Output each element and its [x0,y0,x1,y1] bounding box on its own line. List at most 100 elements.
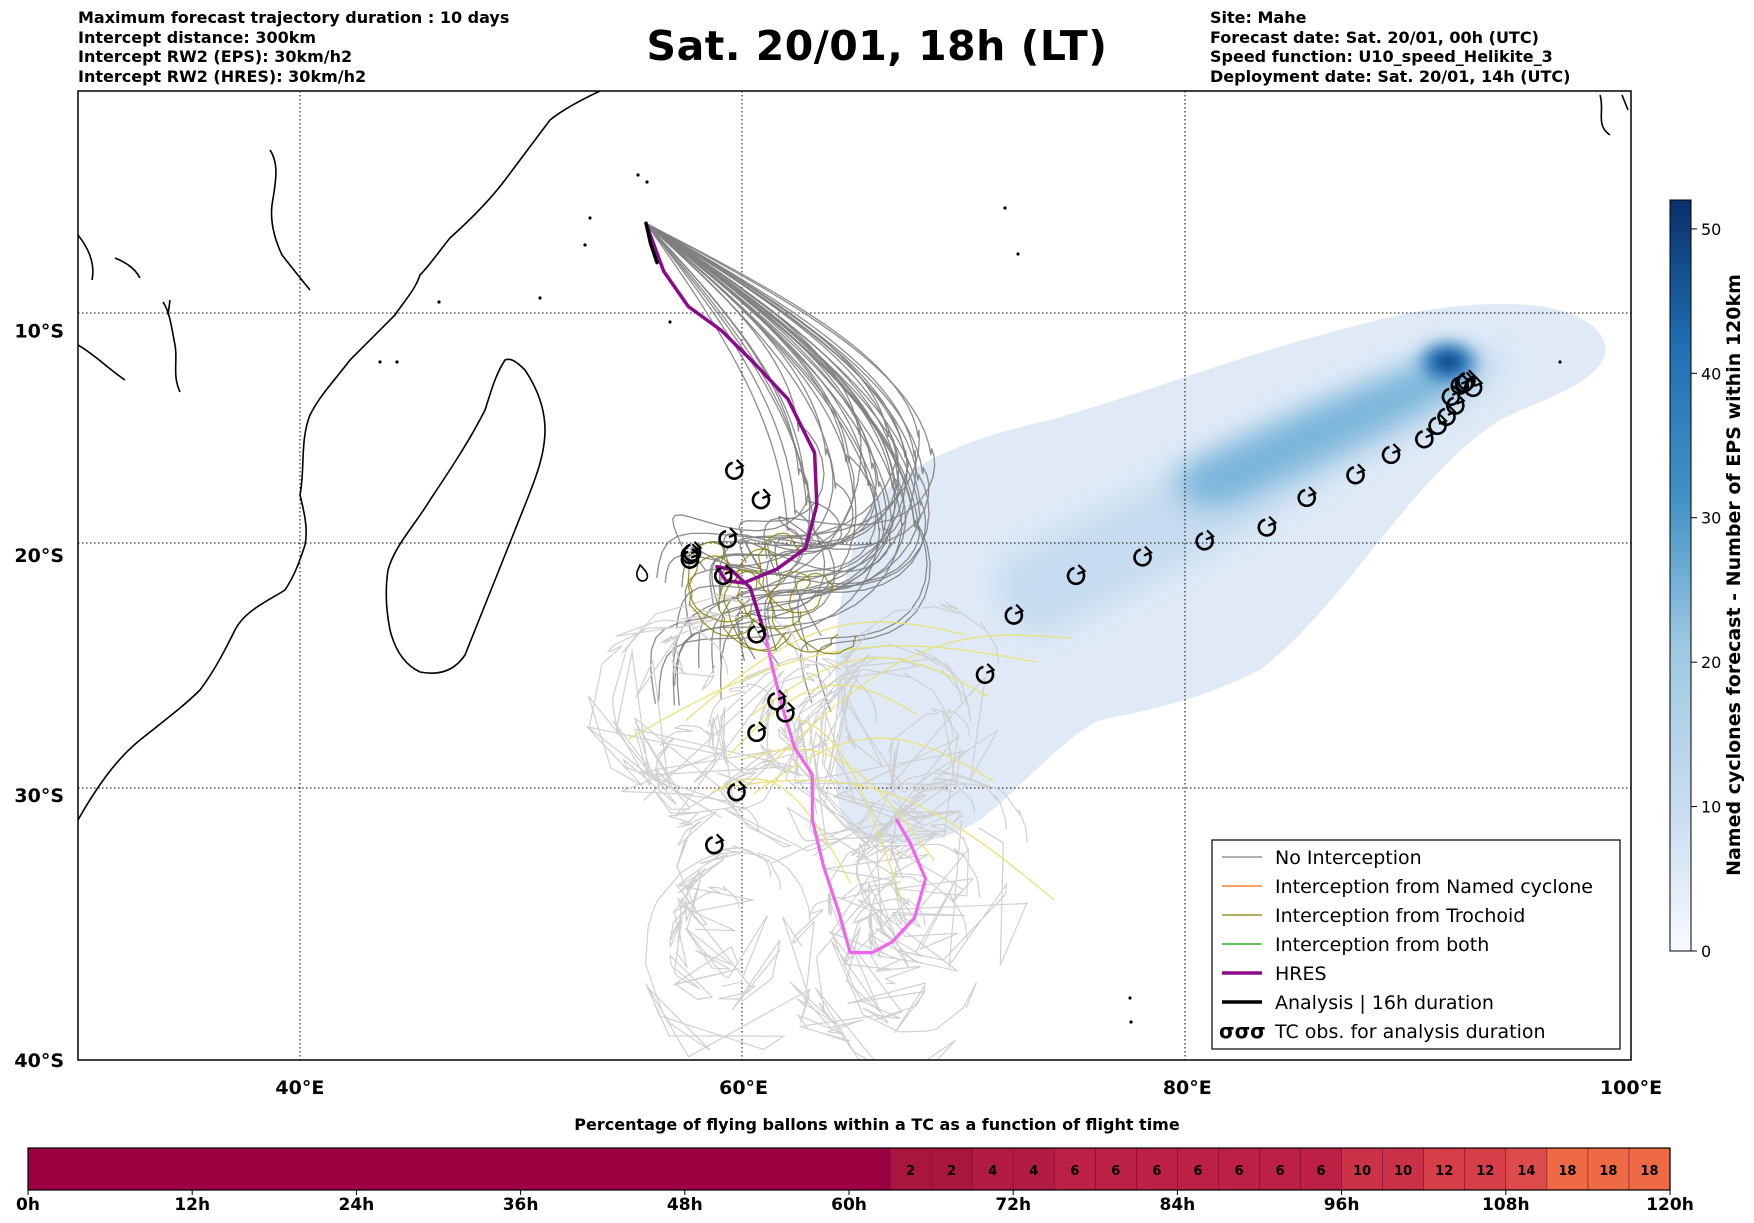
eps-track-light [759,671,828,777]
flight-time-cell [1054,1148,1096,1190]
flight-time-cell [1505,1148,1548,1190]
tc-arrow [1143,545,1153,557]
tc-observation-marker [1463,376,1484,398]
tc-observation-marker [1133,545,1153,567]
mauritius-coast [636,563,649,582]
flight-time-tick-label: 36h [503,1195,539,1215]
tc-observation-marker [1346,463,1366,485]
island-dot [1016,252,1020,256]
tc-observation-marker [1381,443,1402,465]
flight-time-cell-value: 12 [1476,1164,1494,1179]
flight-time-cell [1423,1148,1466,1190]
eps-track-light [671,608,717,691]
island-dot [645,180,649,184]
flight-time-cell [684,1148,727,1190]
y-tick-label: 20°S [14,545,64,567]
flight-time-cell [602,1148,645,1190]
flight-time-cell-value: 6 [1234,1164,1243,1179]
legend-entry: Interception from both [1222,934,1489,956]
flight-time-cell-value: 12 [1435,1164,1453,1179]
legend-label: TC obs. for analysis duration [1274,1021,1546,1043]
legend-label: No Interception [1275,847,1422,869]
tc-arc [1346,466,1365,485]
tc-arc [1195,532,1214,551]
flight-time-bar: 2 2 4 4 6 6 6 6 6 6 6 10 10 12 12 14 18 18 18 0h 12h 24h 36h 4… [16,1147,1694,1215]
flight-time-cell [1218,1148,1261,1190]
tc-arc [680,550,700,569]
legend-label: HRES [1275,963,1327,985]
tc-arrow [786,701,796,713]
flight-time-cell [972,1148,1014,1190]
tc-arc [705,836,724,855]
x-tick-label: 60°E [719,1077,768,1099]
flight-time-cell [233,1148,275,1190]
flight-time-cell [151,1148,193,1190]
flight-time-cell [1300,1148,1343,1190]
island-dot [538,296,542,300]
eps-track-light [684,847,772,987]
tc-arrow [761,488,772,500]
colorbar-gradient [1669,199,1692,952]
flight-time-tick-label: 96h [1324,1195,1360,1215]
flight-time-cell [890,1148,932,1190]
tc-arc [1463,378,1483,398]
eps-track-trochoid [723,570,792,653]
eps-track-no-interception [645,222,920,596]
island-dot [588,216,592,220]
tc-arrow [715,833,725,845]
lake-coast [162,299,181,393]
flight-time-cell-value: 18 [1640,1164,1658,1179]
colorbar-tick-label: 20 [1701,653,1721,672]
eps-track-no-interception [645,222,936,559]
eps-track-yellow [770,634,1071,764]
flight-time-cell-value: 6 [1111,1164,1120,1179]
eps-track-yellow [784,715,902,900]
tc-arrow [735,459,745,470]
eps-track-trochoid [687,541,752,623]
tc-observation-marker [1195,529,1215,551]
legend-label: Interception from Trochoid [1275,905,1525,927]
deployment-date-text: Deployment date: Sat. 20/01, 14h (UTC) [1210,66,1571,86]
small-islands [378,173,1562,1024]
colorbar-tick-label: 0 [1701,942,1711,961]
tc-arc [682,543,702,563]
legend-tc-symbol: σσσ [1219,1019,1266,1043]
tc-observation-marker [1428,414,1448,436]
tc-observation-marker [767,689,787,711]
tc-arrow [1391,443,1402,455]
africa-detail [78,234,126,381]
eps-track-yellow [628,645,1036,740]
eps-track-no-interception [645,222,876,568]
colorbar-tick-label: 40 [1701,364,1721,383]
flight-time-cells: 2 2 4 4 6 6 6 6 6 6 6 10 10 12 12 14 18 18 18 [28,1148,1671,1190]
flight-time-cell-value: 6 [1317,1164,1326,1179]
x-tick-label: 100°E [1600,1077,1662,1099]
tc-arrow [1267,515,1278,527]
tc-observation-marker [682,541,703,563]
island-dot [1128,996,1132,1000]
eps-track-light [814,872,968,1060]
tc-arrow [757,622,767,634]
tc-observation-marker [1415,427,1435,449]
eps-track-yellow [751,657,989,716]
tc-observation-marker [713,564,734,586]
eps-track-no-interception [645,222,826,667]
island-dot [437,300,441,304]
flight-time-cell [643,1148,686,1190]
trajectory-series [644,221,928,955]
flight-time-tick-label: 108h [1482,1195,1530,1215]
x-tick-label: 40°E [275,1077,324,1099]
eps-track-no-interception [645,222,922,628]
y-tick-label: 40°S [14,1050,64,1072]
legend-label: Interception from Named cyclone [1275,876,1593,898]
eps-track-light [672,844,782,1011]
eps-track-no-interception [645,222,900,669]
flight-time-cell [1177,1148,1220,1190]
density-peak [1412,336,1484,388]
island-dot [1003,206,1007,210]
flight-time-cell-value: 6 [1152,1164,1161,1179]
legend-entry: Interception from Trochoid [1222,905,1525,927]
axis-tick-labels: 40°E 60°E 80°E 100°E 10°S 20°S 30°S 40°S [14,321,1662,1099]
eps-track-light [654,724,712,828]
